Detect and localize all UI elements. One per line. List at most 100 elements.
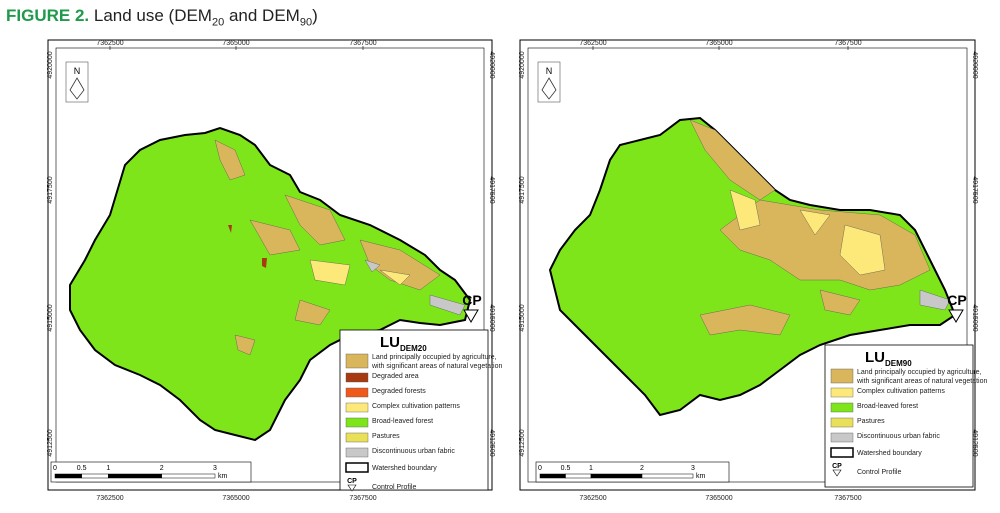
legend-swatch	[345, 372, 369, 383]
legend-label: with significant areas of natural vegeta…	[371, 363, 502, 370]
cp-label: CP	[462, 292, 481, 308]
north-arrow	[541, 77, 557, 100]
cp-marker	[948, 309, 964, 323]
figure-title: FIGURE 2. Land use (DEM20 and DEM90)	[6, 6, 318, 28]
legend-cp: CP	[832, 463, 842, 470]
legend-cp-marker	[832, 469, 842, 477]
legend-label: Pastures	[857, 418, 885, 425]
north-arrow	[69, 77, 85, 100]
watershed-left	[69, 126, 472, 442]
map-frame	[47, 39, 493, 491]
scale-label: 0	[538, 465, 542, 472]
y-coord-right: 4917500	[488, 176, 495, 203]
scale-segment	[590, 473, 643, 479]
scale-segment	[565, 473, 592, 479]
legend-swatch	[830, 387, 854, 398]
y-coord-right: 4912500	[488, 429, 495, 456]
y-coord-left: 4917500	[519, 176, 526, 203]
legend-label: Land principally occupied by agriculture…	[372, 354, 497, 361]
map-frame	[519, 39, 976, 491]
caption: Land use (DEM	[93, 6, 212, 25]
legend-label: Control Profile	[857, 469, 901, 476]
scale-segment	[108, 473, 162, 479]
scale-segment	[539, 473, 566, 479]
legend-swatch	[830, 402, 854, 413]
scale-label: 1	[106, 465, 110, 472]
x-coord-top: 7365000	[222, 40, 249, 47]
scale-segment	[641, 473, 694, 479]
x-coord-top: 7367500	[834, 40, 861, 47]
legend-label: Pastures	[372, 433, 400, 440]
x-coord-bottom: 7365000	[705, 495, 732, 502]
legend-title-sub: DEM20	[400, 344, 427, 353]
y-coord-left: 4912500	[519, 429, 526, 456]
y-coord-left: 4915000	[519, 304, 526, 331]
legend-boundary	[830, 447, 854, 458]
caption-sub: 90	[299, 16, 313, 29]
legend-swatch	[345, 417, 369, 428]
y-coord-right: 4915000	[488, 304, 495, 331]
legend-label: Degraded forests	[372, 388, 426, 395]
x-coord-bottom: 7365000	[222, 495, 249, 502]
caption: and DEM	[224, 6, 300, 25]
legend-swatch	[345, 387, 369, 398]
legend-swatch	[830, 417, 854, 428]
y-coord-left: 4912500	[47, 429, 54, 456]
scale-segment	[81, 473, 109, 479]
y-coord-right: 4920000	[488, 51, 495, 78]
x-coord-top: 7362500	[579, 40, 606, 47]
x-coord-bottom: 7367500	[834, 495, 861, 502]
y-coord-right: 4917500	[971, 176, 978, 203]
legend-title: LUDEM20	[380, 334, 427, 353]
legend-label: Broad-leaved forest	[372, 418, 433, 425]
x-coord-top: 7365000	[705, 40, 732, 47]
legend-swatch	[830, 368, 854, 384]
legend-title-sub: DEM90	[885, 359, 912, 368]
legend-label: Complex cultivation patterns	[857, 388, 945, 395]
legend-title-main: LU	[865, 349, 885, 366]
x-coord-bottom: 7367500	[349, 495, 376, 502]
caption: )	[312, 6, 318, 25]
north-label: N	[74, 66, 81, 76]
x-coord-bottom: 7362500	[579, 495, 606, 502]
y-coord-left: 4920000	[519, 51, 526, 78]
scale-label: 3	[691, 465, 695, 472]
north-label: N	[546, 66, 553, 76]
legend-label: Broad-leaved forest	[857, 403, 918, 410]
map-frame-inner	[55, 47, 485, 483]
y-coord-left: 4917500	[47, 176, 54, 203]
map-frame-inner	[527, 47, 968, 483]
scale-label: 0.5	[561, 465, 571, 472]
legend-label: Discontinuous urban fabric	[857, 433, 940, 440]
scale-label: 1	[589, 465, 593, 472]
cp-label: CP	[947, 292, 966, 308]
legend-label: Watershed boundary	[372, 465, 437, 472]
legend-swatch	[345, 353, 369, 369]
legend-swatch	[345, 432, 369, 443]
legend-label: Land principally occupied by agriculture…	[857, 369, 982, 376]
x-coord-bottom: 7362500	[96, 495, 123, 502]
x-coord-top: 7362500	[96, 40, 123, 47]
y-coord-right: 4915000	[971, 304, 978, 331]
watershed-right	[548, 116, 957, 417]
legend-cp: CP	[347, 478, 357, 485]
scale-segment	[161, 473, 216, 479]
legend-title-main: LU	[380, 334, 400, 351]
legend-label: Degraded area	[372, 373, 419, 380]
y-coord-left: 4915000	[47, 304, 54, 331]
y-coord-left: 4920000	[47, 51, 54, 78]
legend-label: Control Profile	[372, 484, 416, 491]
legend-boundary	[345, 462, 369, 473]
legend-box	[824, 344, 974, 488]
x-coord-top: 7367500	[349, 40, 376, 47]
legend-cp-marker	[347, 484, 357, 492]
legend-title: LUDEM90	[865, 349, 912, 368]
scale-segment	[54, 473, 82, 479]
legend-label: with significant areas of natural vegeta…	[856, 378, 987, 385]
legend-swatch	[345, 447, 369, 458]
legend-label: Watershed boundary	[857, 450, 922, 457]
scale-label: 2	[640, 465, 644, 472]
legend-swatch	[830, 432, 854, 443]
